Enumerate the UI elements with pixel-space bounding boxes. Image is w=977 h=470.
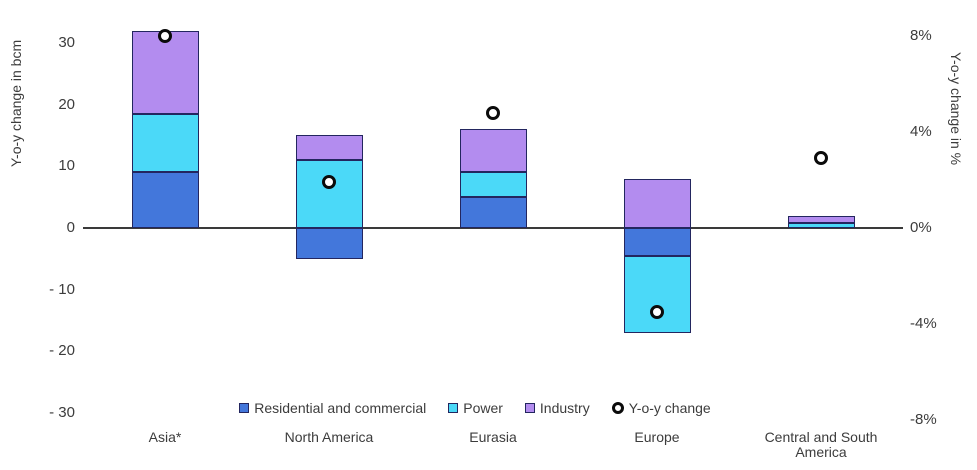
yoy-change-marker <box>650 305 664 319</box>
legend-swatch-icon <box>524 403 535 413</box>
category-label: Asia* <box>148 429 182 445</box>
legend: Residential and commercial Power Industry Y… <box>0 400 950 416</box>
bar-segment-power <box>131 113 199 173</box>
right-axis-tick-label: 0% <box>910 219 932 236</box>
right-axis-tick-label: -4% <box>910 315 937 332</box>
legend-item-residential-and-commercial: Residential and commercial <box>239 400 426 416</box>
yoy-change-marker <box>486 105 500 120</box>
legend-swatch-icon <box>239 403 250 413</box>
legend-swatch-icon <box>448 403 459 413</box>
bar-segment-industry <box>131 30 199 114</box>
bar-segment-residential-and-commercial <box>623 228 691 256</box>
bar-segment-residential-and-commercial <box>295 228 363 259</box>
category-label: Central and South America <box>764 429 878 460</box>
category-label: Europe <box>634 429 680 445</box>
yoy-change-marker <box>322 175 336 190</box>
legend-item-industry: Industry <box>524 400 590 416</box>
bar-segment-industry <box>295 135 363 161</box>
legend-label: Residential and commercial <box>254 400 427 416</box>
bar-segment-industry <box>623 178 691 228</box>
left-axis-tick-label: - 20 <box>49 342 75 360</box>
yoy-change-marker <box>158 29 172 43</box>
bar-segment-industry <box>459 129 527 173</box>
bar-segment-power <box>787 223 855 228</box>
left-axis-tick-label: - 30 <box>49 404 75 422</box>
left-axis-tick-label: 10 <box>58 157 75 175</box>
right-axis-tick-label: -8% <box>910 411 937 428</box>
left-axis-tick-label: 0 <box>66 219 75 236</box>
left-axis-title: Y-o-y change in bcm <box>8 39 24 167</box>
legend-label: Industry <box>539 400 590 416</box>
bar-segment-industry <box>787 215 855 224</box>
bar-segment-residential-and-commercial <box>131 172 199 228</box>
yoy-change-marker <box>814 151 828 166</box>
left-axis-tick-label: 20 <box>58 95 75 113</box>
right-axis-tick-label: 8% <box>910 27 932 44</box>
category-label: Eurasia <box>469 429 517 445</box>
right-axis-tick-label: 4% <box>910 123 932 140</box>
open-circle-legend-icon <box>611 402 624 414</box>
legend-label: Power <box>463 400 503 416</box>
legend-item-power: Power <box>448 400 503 416</box>
right-axis-title: Y-o-y change in % <box>948 52 964 166</box>
legend-item-y-o-y-change: Y-o-y change <box>611 400 711 416</box>
category-label: North America <box>284 429 374 445</box>
bar-segment-power <box>459 172 527 198</box>
left-axis-tick-label: - 10 <box>49 280 75 298</box>
zero-axis-line <box>83 227 903 229</box>
legend-label: Y-o-y change <box>628 400 711 416</box>
bar-segment-power <box>295 160 363 228</box>
bar-segment-residential-and-commercial <box>459 197 527 228</box>
left-axis-tick-label: 30 <box>58 33 75 51</box>
bar-segment-power <box>623 255 691 333</box>
